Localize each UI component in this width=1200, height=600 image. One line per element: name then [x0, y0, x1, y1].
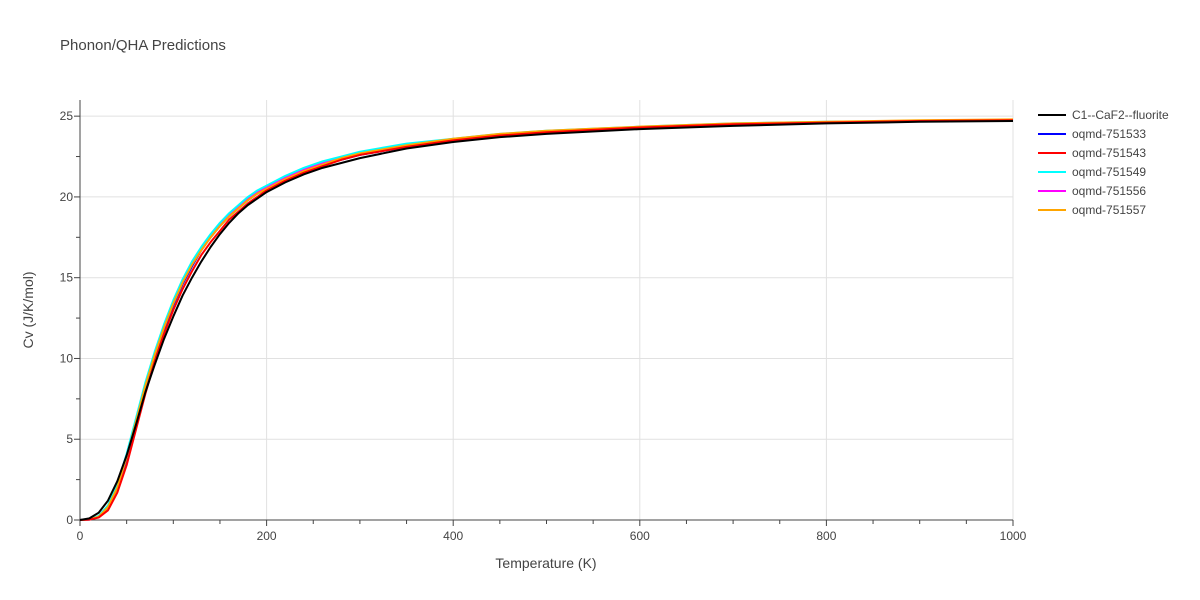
legend-item-oqmd-751533[interactable]: oqmd-751533	[1038, 127, 1146, 141]
legend-label: oqmd-751557	[1072, 203, 1146, 217]
legend-label: oqmd-751556	[1072, 184, 1146, 198]
series-line-oqmd-751543	[79, 119, 1014, 521]
x-tick-label: 1000	[1000, 529, 1027, 543]
series-group	[79, 118, 1014, 521]
series-line-c1-caf2-fluorite	[79, 120, 1014, 521]
legend-label: oqmd-751543	[1072, 146, 1146, 160]
y-axis-title: Cv (J/K/mol)	[20, 272, 36, 349]
y-tick-label: 10	[60, 351, 74, 365]
y-tick-label: 25	[60, 109, 74, 123]
x-tick-label: 800	[816, 529, 836, 543]
legend-item-oqmd-751549[interactable]: oqmd-751549	[1038, 165, 1146, 179]
grid	[80, 100, 1014, 520]
legend[interactable]: C1--CaF2--fluorite oqmd-751533 oqmd-751543…	[1038, 108, 1169, 217]
tick-labels: 0 200 400 600 800 1000 0 5 10 15 20 25	[60, 109, 1027, 543]
legend-item-oqmd-751543[interactable]: oqmd-751543	[1038, 146, 1146, 160]
legend-item-oqmd-751556[interactable]: oqmd-751556	[1038, 184, 1146, 198]
x-tick-label: 600	[630, 529, 650, 543]
x-tick-label: 0	[77, 529, 84, 543]
chart-title: Phonon/QHA Predictions	[60, 37, 226, 54]
legend-item-oqmd-751557[interactable]: oqmd-751557	[1038, 203, 1146, 217]
legend-item-c1-caf2-fluorite[interactable]: C1--CaF2--fluorite	[1038, 108, 1169, 122]
y-tick-label: 15	[60, 271, 74, 285]
axes	[74, 100, 1014, 526]
y-tick-label: 20	[60, 190, 74, 204]
legend-label: oqmd-751533	[1072, 127, 1146, 141]
legend-label: C1--CaF2--fluorite	[1072, 108, 1169, 122]
x-tick-label: 400	[443, 529, 463, 543]
x-tick-label: 200	[257, 529, 277, 543]
legend-label: oqmd-751549	[1072, 165, 1146, 179]
y-tick-label: 5	[66, 432, 73, 446]
x-axis-title: Temperature (K)	[495, 555, 596, 571]
y-tick-label: 0	[66, 513, 73, 527]
